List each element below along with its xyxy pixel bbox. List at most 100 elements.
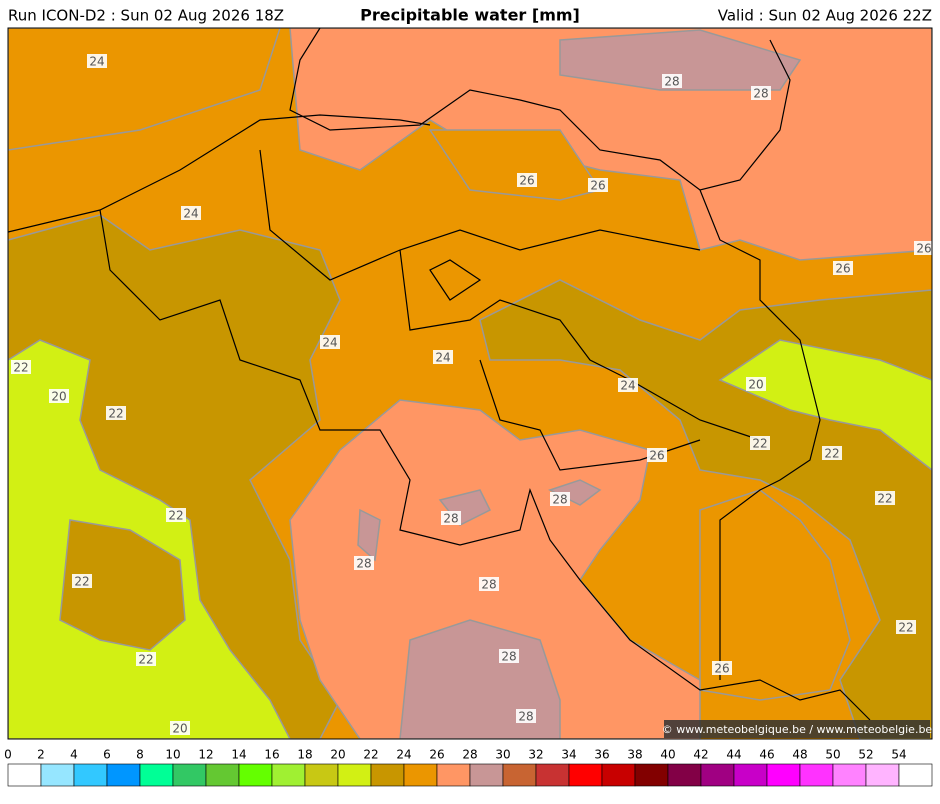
contour-label: 20 [748,378,763,392]
contour-label-bg [136,652,156,666]
colorbar-tick-label: 44 [726,748,741,762]
colorbar-swatch [205,763,240,787]
contour-label: 28 [481,578,496,592]
contour-label: 22 [898,621,913,635]
colorbar-swatch [370,763,405,787]
colorbar-tick-label: 42 [693,748,708,762]
contour-label-bg [712,661,732,675]
colorbar-tick-label: 16 [264,748,279,762]
contour-label-bg [550,492,570,506]
copyright-box [664,720,930,738]
contour-label-bg [49,389,69,403]
contour-label: 24 [322,336,337,350]
colorbar-swatch [502,763,537,787]
contour-label: 22 [138,653,153,667]
contour-label: 22 [824,447,839,461]
contour-label-bg [517,173,537,187]
colorbar-swatch [535,763,570,787]
colorbar-swatch [337,763,372,787]
colorbar-swatch [568,763,603,787]
colorbar-swatch [733,763,768,787]
colorbar-swatch [898,763,933,787]
colorbar-tick-label: 26 [429,748,444,762]
colorbar-swatch [139,763,174,787]
colorbar-swatch [304,763,339,787]
map-title: Precipitable water [mm] [360,6,580,25]
contour-label: 24 [183,207,198,221]
contour-label: 28 [518,710,533,724]
contour-label-bg [11,360,31,374]
colorbar-tick-label: 14 [231,748,246,762]
colorbar-swatch [271,763,306,787]
contour-label-bg [166,508,186,522]
contour-label-bg [479,577,499,591]
contour-label-bg [896,620,916,634]
contour-label: 28 [753,87,768,101]
colorbar-tick-label: 40 [660,748,675,762]
copyright: © www.meteobelgique.be / www.meteobelgie… [662,723,933,736]
contour-label: 26 [835,262,850,276]
colorbar-tick-label: 34 [561,748,576,762]
colorbar-tick-label: 48 [792,748,807,762]
contour-label-bg [354,556,374,570]
contour-label-bg [72,574,92,588]
colorbar-tick-label: 30 [495,748,510,762]
contour-label-bg [320,335,340,349]
colorbar-swatch [634,763,669,787]
contour-label: 26 [714,662,729,676]
contour-label: 22 [108,407,123,421]
contour-label-bg [746,377,766,391]
colorbar-tick-label: 32 [528,748,543,762]
contour-label-bg [499,649,519,663]
colorbar-swatch [799,763,834,787]
colorbar-swatch [172,763,207,787]
contour-label-bg [647,448,667,462]
colorbar-tick-label: 12 [198,748,213,762]
contour-label: 28 [552,493,567,507]
contour-label-bg [822,446,842,460]
contour-label: 24 [89,55,104,69]
contour-label: 28 [501,650,516,664]
colorbar-swatch [766,763,801,787]
contour-label-bg [106,406,126,420]
contour-label-bg [588,178,608,192]
contour-label: 22 [168,509,183,523]
contour-label: 26 [590,179,605,193]
colorbar-swatch [832,763,867,787]
colorbar: 0 2 4 6 8 10 12 14 16 18 20 22 24 26 28 30 32 34 36 38 40 42 4… [4,748,933,787]
colorbar-swatch [469,763,504,787]
contour-label: 22 [13,361,28,375]
colorbar-tick-label: 4 [70,748,78,762]
contour-label-bg [170,721,190,735]
colorbar-swatch [238,763,273,787]
contour-label-bg [516,709,536,723]
run-info: Run ICON-D2 : Sun 02 Aug 2026 18Z [8,7,284,25]
colorbar-tick-label: 50 [825,748,840,762]
colorbar-swatch [601,763,636,787]
contour-label-bg [87,54,107,68]
map: 24 28 28 26 26 24 26 26 24 24 22 24 20 20 22 22 26 22 22 28… [7,27,934,740]
contour-label-bg [750,436,770,450]
contour-label-bg [875,491,895,505]
colorbar-tick-label: 6 [103,748,111,762]
contour-label: 26 [916,242,931,256]
contour-label: 20 [172,722,187,736]
colorbar-tick-label: 18 [297,748,312,762]
colorbar-tick-label: 46 [759,748,774,762]
colorbar-swatch [700,763,735,787]
contour-label-bg [433,350,453,364]
colorbar-tick-label: 28 [462,748,477,762]
colorbar-tick-label: 24 [396,748,411,762]
colorbar-tick-label: 0 [4,748,12,762]
colorbar-swatch [667,763,702,787]
colorbar-swatch [106,763,141,787]
colorbar-tick-label: 8 [136,748,144,762]
contour-label-bg [662,74,682,88]
colorbar-swatch [40,763,75,787]
colorbar-swatch [403,763,438,787]
contour-label: 24 [435,351,450,365]
colorbar-swatch [7,763,42,787]
colorbar-tick-label: 20 [330,748,345,762]
colorbar-tick-label: 36 [594,748,609,762]
